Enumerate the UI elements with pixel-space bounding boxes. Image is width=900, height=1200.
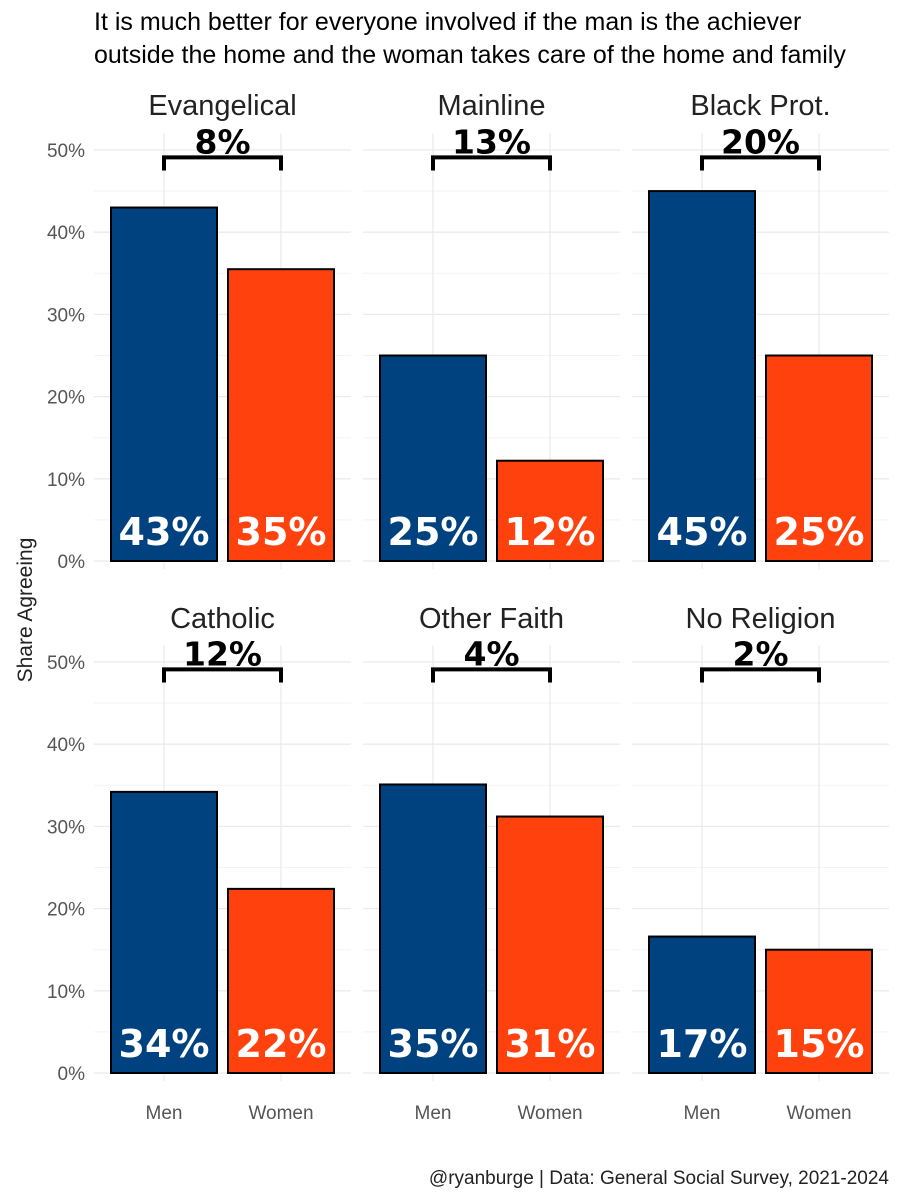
gap-label: 4% <box>463 634 519 673</box>
y-tick-label: 30% <box>47 817 85 838</box>
y-tick-label: 0% <box>58 552 86 573</box>
bar-men <box>379 783 487 1075</box>
bar-value-label: 25% <box>388 510 479 554</box>
y-tick-label: 40% <box>47 223 85 244</box>
facet-title: Black Prot. <box>690 90 830 122</box>
facet-title: No Religion <box>686 603 836 635</box>
facet-title: Mainline <box>438 90 546 122</box>
chart-caption: @ryanburge | Data: General Social Survey… <box>429 1168 890 1189</box>
facet-title: Evangelical <box>148 90 296 122</box>
facet-panel: Black Prot. 45% 25% 20% <box>632 90 889 569</box>
gap-label: 8% <box>194 122 250 161</box>
bar-men <box>379 354 487 562</box>
x-tick-label: Men <box>146 1103 183 1124</box>
facet-title: Catholic <box>170 603 275 635</box>
gap-label: 2% <box>732 634 788 673</box>
gap-bracket <box>700 155 821 171</box>
gap-bracket <box>431 155 552 171</box>
facet-panel: Catholic 0% 10% 20% 30% 40% 50% 34% 22% 12% Men Wom… <box>47 603 351 1124</box>
y-tick-label: 10% <box>47 982 85 1003</box>
y-tick-label: 0% <box>58 1064 86 1085</box>
x-tick-label: Women <box>517 1103 582 1124</box>
y-tick-label: 50% <box>47 141 85 162</box>
gap-bracket <box>162 667 283 683</box>
bar-value-label: 31% <box>505 1022 596 1066</box>
bar-value-label: 22% <box>236 1022 327 1066</box>
gap-bracket <box>700 667 821 683</box>
facet-title: Other Faith <box>419 603 564 635</box>
facet-panel: Evangelical 0% 10% 20% 30% 40% 50% 43% 35% 8% <box>47 90 351 573</box>
bar-women <box>496 459 604 562</box>
bar-men <box>648 935 756 1074</box>
y-tick-label: 50% <box>47 653 85 674</box>
y-tick-label: 40% <box>47 735 85 756</box>
gap-label: 12% <box>183 634 262 673</box>
bar-value-label: 15% <box>774 1022 865 1066</box>
y-tick-label: 20% <box>47 388 85 409</box>
bar-women <box>765 354 873 562</box>
gap-label: 20% <box>721 122 800 161</box>
gap-bracket <box>162 155 283 171</box>
gap-label: 13% <box>452 122 531 161</box>
bar-women <box>496 815 604 1074</box>
bar-value-label: 25% <box>774 510 865 554</box>
y-tick-label: 20% <box>47 900 85 921</box>
facet-panel: Other Faith 35% 31% 4% Men Women <box>363 603 620 1124</box>
y-tick-label: 30% <box>47 305 85 326</box>
gap-bracket <box>431 667 552 683</box>
facet-panel: Mainline 25% 12% 13% <box>363 90 620 569</box>
chart-title-line-2: outside the home and the woman takes car… <box>94 41 846 69</box>
bar-value-label: 45% <box>657 510 748 554</box>
bar-value-label: 34% <box>119 1022 210 1066</box>
bar-men <box>110 790 218 1074</box>
bar-women <box>227 268 335 562</box>
x-tick-label: Men <box>684 1103 721 1124</box>
bar-value-label: 35% <box>236 510 327 554</box>
x-tick-label: Men <box>415 1103 452 1124</box>
y-axis-title: Share Agreeing <box>14 538 37 683</box>
bar-value-label: 12% <box>505 510 596 554</box>
x-tick-label: Women <box>248 1103 313 1124</box>
bar-women <box>765 948 873 1075</box>
x-tick-label: Women <box>786 1103 851 1124</box>
bar-men <box>110 206 218 562</box>
y-tick-label: 10% <box>47 470 85 491</box>
bar-women <box>227 887 335 1075</box>
facet-panel: No Religion 17% 15% 2% Men Women <box>632 603 889 1124</box>
bar-value-label: 35% <box>388 1022 479 1066</box>
bar-value-label: 43% <box>119 510 210 554</box>
facet-panels: Evangelical 0% 10% 20% 30% 40% 50% 43% 35% 8% Main… <box>47 90 889 1124</box>
bar-value-label: 17% <box>657 1022 748 1066</box>
bar-men <box>648 190 756 562</box>
chart-title-line-1: It is much better for everyone involved … <box>94 8 801 36</box>
